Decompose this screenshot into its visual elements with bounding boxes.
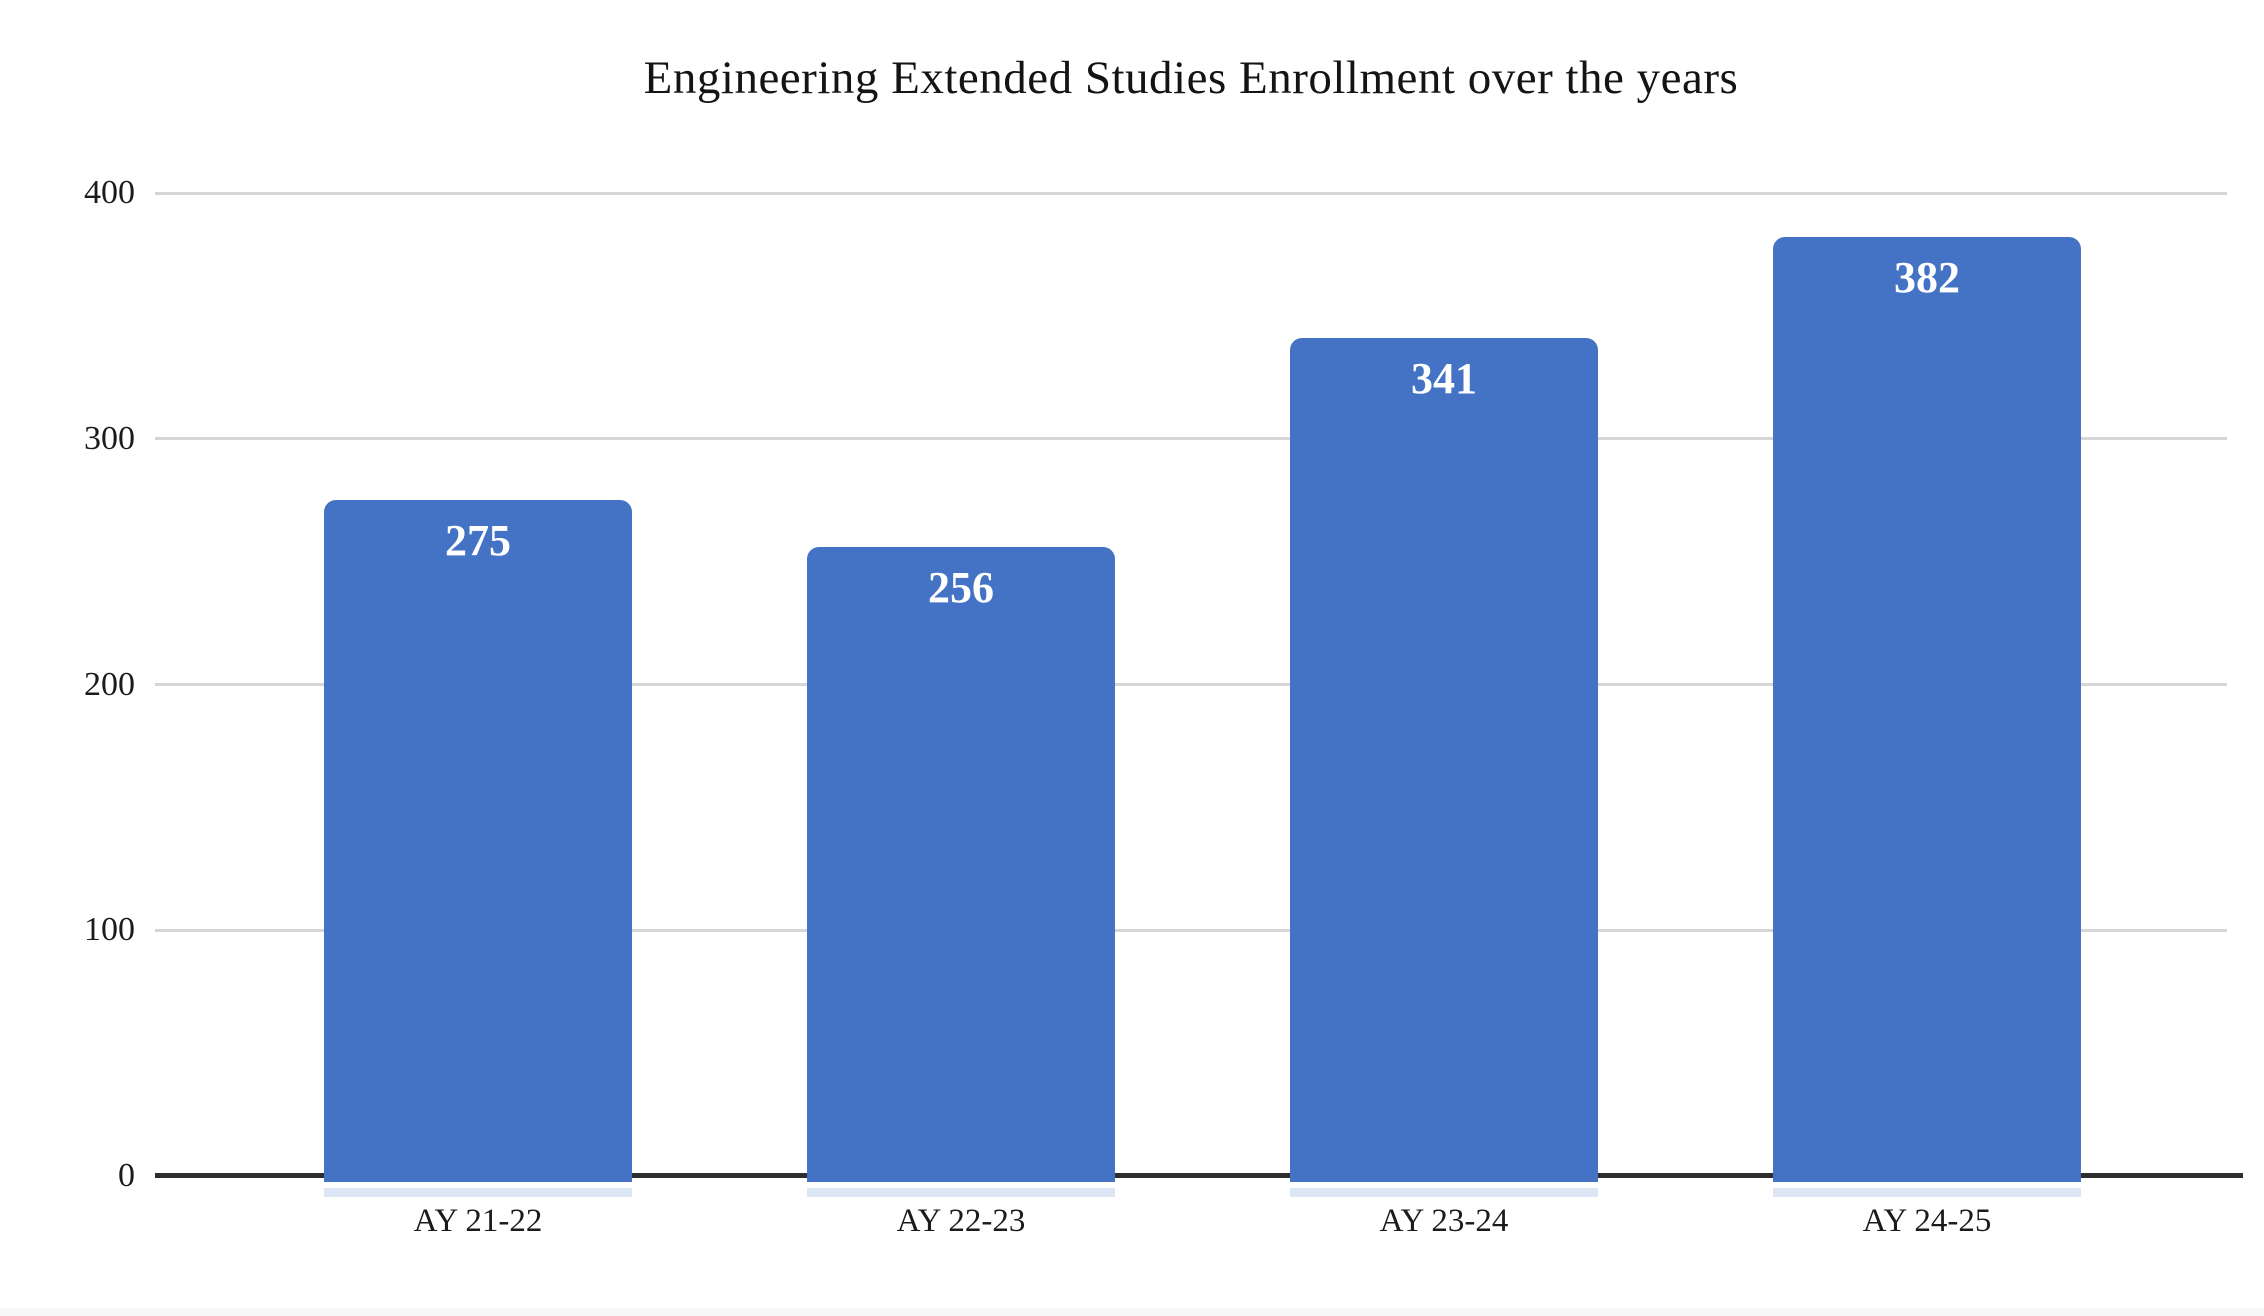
x-axis-baseline: [155, 1173, 2243, 1178]
bar-value-label: 382: [1894, 253, 1960, 303]
gridline: [155, 437, 2227, 441]
bar-baseline-halo: [1290, 1188, 1598, 1197]
footer-strip: [0, 1308, 2264, 1316]
x-category-label: AY 22-23: [896, 1203, 1026, 1239]
y-tick-label: 400: [84, 174, 135, 211]
y-tick-label: 300: [84, 419, 135, 457]
gridline: [155, 683, 2227, 686]
bar-value-label: 341: [1411, 354, 1477, 403]
gridline: [155, 191, 2227, 195]
bar: 341: [1290, 338, 1598, 1197]
y-tick-label: 0: [118, 1157, 135, 1194]
y-tick-label: 200: [84, 665, 135, 703]
chart-title: Engineering Extended Studies Enrollment …: [643, 52, 1739, 104]
x-category-label: AY 21-22: [413, 1203, 543, 1239]
bar: 275: [324, 500, 632, 1197]
bar-baseline-halo: [807, 1188, 1115, 1197]
bar-baseline-halo: [324, 1188, 632, 1197]
y-tick-label: 100: [84, 911, 135, 949]
plot-area: 275 AY 21-22 256 AY 22-23 341 AY 23-24 382 AY 2…: [155, 191, 2243, 1239]
gridline: [155, 928, 2227, 932]
x-category-label: AY 24-25: [1862, 1203, 1992, 1239]
bar: 382: [1773, 237, 2081, 1197]
bar-value-label: 275: [445, 516, 511, 566]
x-category-label: AY 23-24: [1379, 1203, 1509, 1239]
bar-baseline-halo: [1773, 1188, 2081, 1197]
bar: 256: [807, 546, 1115, 1197]
bar-value-label: 256: [928, 562, 994, 612]
